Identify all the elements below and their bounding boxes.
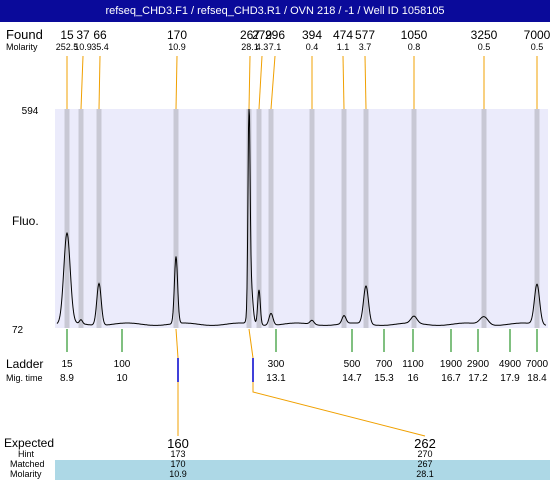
ladder-time-300: 13.1 <box>266 373 286 384</box>
hint-row-label: Hint <box>18 449 35 459</box>
matched-highlight <box>55 460 550 480</box>
y-min-label: 72 <box>12 325 24 336</box>
found-molarity-7000: 0.5 <box>531 42 544 52</box>
ladder-time-500: 14.7 <box>342 373 362 384</box>
found-peak-296: 296 <box>265 28 285 42</box>
peak-band-474 <box>341 109 347 328</box>
ladder-time-15: 8.9 <box>60 373 74 384</box>
y-max-label: 594 <box>22 106 39 117</box>
matched-value-262: 267 <box>417 459 432 469</box>
ladder-time-7000: 18.4 <box>527 373 547 384</box>
peak-band-296 <box>268 109 274 328</box>
ladder-time-1100: 16 <box>407 373 419 384</box>
found-connector-37 <box>80 55 84 110</box>
ladder-label: Ladder <box>6 357 43 371</box>
peak-band-279 <box>256 109 262 328</box>
found-peak-267: 267 <box>240 28 260 42</box>
found-molarity-37: 10.9 <box>74 42 92 52</box>
found-molarity-3250: 0.5 <box>478 42 491 52</box>
found-peak-3250: 3250 <box>471 28 498 42</box>
ladder-size-7000: 7000 <box>526 359 549 370</box>
ladder-size-15: 15 <box>61 359 73 370</box>
peak-band-15 <box>64 109 70 328</box>
found-connector-577 <box>364 55 367 110</box>
found-molarity-394: 0.4 <box>306 42 319 52</box>
found-connector-267 <box>248 55 251 110</box>
found-peak-394: 394 <box>302 28 322 42</box>
peak-band-3250 <box>481 109 487 328</box>
molarity-value-262: 28.1 <box>416 469 434 479</box>
found-label: Found <box>6 27 43 42</box>
found-molarity-474: 1.1 <box>337 42 350 52</box>
ladder-size-500: 500 <box>344 359 361 370</box>
peak-band-1050 <box>411 109 417 328</box>
found-molarity-170: 10.9 <box>168 42 186 52</box>
fluo-axis-label: Fluo. <box>12 214 39 228</box>
peak-band-66 <box>96 109 102 328</box>
hint-value-160: 173 <box>170 449 185 459</box>
ladder-size-4900: 4900 <box>499 359 522 370</box>
found-peak-577: 577 <box>355 28 375 42</box>
found-peak-474: 474 <box>333 28 353 42</box>
found-peak-279: 279 <box>252 28 272 42</box>
found-connector-296 <box>270 55 276 110</box>
found-peak-170: 170 <box>167 28 187 42</box>
matched-value-160: 170 <box>170 459 185 469</box>
peak-band-7000 <box>534 109 540 328</box>
found-molarity-296: 7.1 <box>269 42 282 52</box>
found-peak-15: 15 <box>60 28 74 42</box>
found-molarity-66: 35.4 <box>91 42 109 52</box>
expected-value-262: 262 <box>414 436 436 451</box>
ladder-size-100: 100 <box>114 359 131 370</box>
ladder-size-1900: 1900 <box>440 359 463 370</box>
hint-value-262: 270 <box>417 449 432 459</box>
found-molarity-279: 4.3 <box>256 42 269 52</box>
found-peak-1050: 1050 <box>401 28 428 42</box>
found-connector-279 <box>258 55 263 110</box>
expected-connector-top-160 <box>175 328 179 359</box>
peak-band-577 <box>363 109 369 328</box>
expected-row-label: Expected <box>4 436 54 450</box>
ladder-size-1100: 1100 <box>402 359 424 370</box>
matched-row-label: Matched <box>10 459 45 469</box>
expected-connector-262 <box>252 382 426 437</box>
molarity-row-label: Molarity <box>10 469 42 479</box>
found-connector-66 <box>98 55 101 110</box>
ladder-time-100: 10 <box>116 373 128 384</box>
ladder-time-1900: 16.7 <box>441 373 461 384</box>
found-molarity-577: 3.7 <box>359 42 372 52</box>
found-peak-7000: 7000 <box>524 28 550 42</box>
found-molarity-1050: 0.8 <box>408 42 421 52</box>
plot-background <box>55 109 548 328</box>
found-connector-474 <box>342 55 345 110</box>
mig-time-label: Mig. time <box>6 373 43 383</box>
ladder-size-700: 700 <box>376 359 393 370</box>
ladder-time-4900: 17.9 <box>500 373 520 384</box>
peak-band-37 <box>78 109 84 328</box>
fluorescence-trace <box>56 108 547 326</box>
expected-value-160: 160 <box>167 436 189 451</box>
peak-band-267 <box>246 109 252 328</box>
expected-connector-top-262 <box>248 328 254 359</box>
molarity-value-160: 10.9 <box>169 469 187 479</box>
molarity-label: Molarity <box>6 42 38 52</box>
peak-band-394 <box>309 109 315 328</box>
found-molarity-15: 252.5 <box>56 42 79 52</box>
found-peak-66: 66 <box>93 28 107 42</box>
found-molarity-267: 28.1 <box>241 42 259 52</box>
peak-band-170 <box>173 109 179 328</box>
window-title: refseq_CHD3.F1 / refseq_CHD3.R1 / OVN 21… <box>0 0 550 22</box>
ladder-size-2900: 2900 <box>467 359 490 370</box>
ladder-time-2900: 17.2 <box>468 373 488 384</box>
found-connector-170 <box>175 55 178 110</box>
found-peak-37: 37 <box>76 28 90 42</box>
ladder-time-700: 15.3 <box>374 373 394 384</box>
ladder-size-300: 300 <box>268 359 285 370</box>
